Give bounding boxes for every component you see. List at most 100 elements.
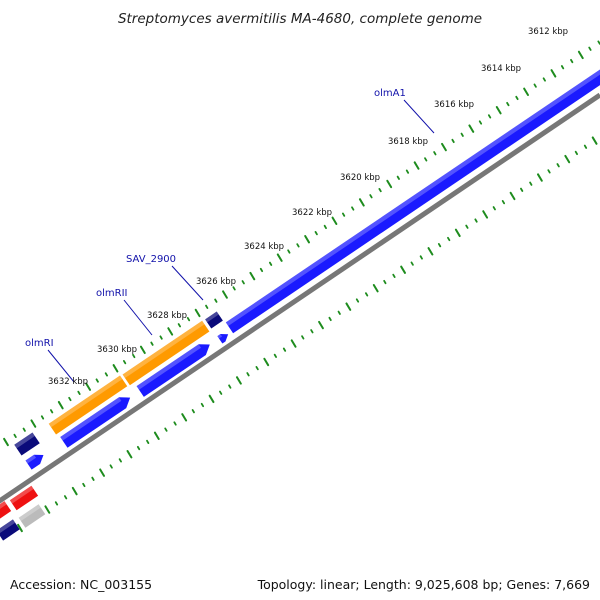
gene-bar-sav2900-highlight [205,311,219,323]
tick-outer-1 [13,433,17,438]
tick-inner-21 [208,394,215,404]
gene-bar-olmrii-highlight [122,320,205,379]
tick-inner-52 [492,206,496,211]
tick-outer-8 [77,390,81,395]
tick-inner-56 [529,181,533,186]
tick-outer-9 [85,382,92,391]
tick-inner-57 [536,173,543,182]
gene-bar-olmrii-b-shape [136,344,210,397]
tick-outer-56 [515,95,519,101]
tick-outer-50 [460,132,464,137]
gene-label-olmRII: olmRII [96,288,127,299]
tick-inner-39 [372,283,379,293]
leader-line-olmA1 [403,99,435,134]
tick-inner-9 [99,468,106,477]
gene-bar-red-b-highlight [0,501,7,513]
gene-bar-dark-left-highlight [14,432,35,449]
gene-bar-long [225,64,600,334]
tick-inner-6 [71,486,78,496]
tick-inner-12 [126,450,133,459]
tick-inner-61 [574,150,578,156]
tick-outer-24 [222,290,228,299]
tick-outer-11 [104,372,108,377]
gene-label-SAV_2900: SAV_2900 [126,254,176,265]
gene-bar-olmri [48,375,128,435]
gene-bar-olmri-b-shape [60,397,131,448]
gene-bar-olmri-b [60,397,131,448]
tick-outer-48 [441,142,447,152]
tick-outer-26 [241,280,245,285]
gene-bar-red-b [0,501,12,519]
tick-outer-60 [550,69,557,78]
tick-outer-20 [186,317,191,322]
tick-inner-24 [235,376,242,385]
tick-outer-45 [413,161,420,170]
gene-label-olmA1: olmA1 [374,88,406,99]
gene-bar-blue-left [25,454,44,470]
tick-inner-31 [301,335,305,340]
tick-outer-59 [542,77,546,82]
tick-outer-43 [396,175,400,180]
tick-outer-7 [68,396,72,402]
tick-outer-28 [259,267,264,273]
tick-inner-3 [44,505,51,514]
tick-inner-26 [255,366,259,371]
tick-outer-62 [570,58,574,64]
gene-bar-dark-left-shape [14,432,40,456]
tick-inner-17 [173,421,177,426]
map-title: Streptomyces avermitilis MA-4680, comple… [118,11,482,27]
gene-label-layer: olmA1 SAV_2900 olmRII olmRI [25,88,435,383]
tick-inner-0 [17,523,23,533]
tick-inner-44 [419,255,423,260]
tick-inner-25 [246,372,250,377]
tick-inner-28 [273,353,278,358]
tick-label-5: 3622 kbp [292,208,332,218]
tick-inner-37 [355,298,360,303]
tick-inner-46 [437,243,442,248]
tick-inner-30 [290,339,297,348]
gene-bar-dark-bottom-shape [0,519,20,541]
gene-bar-olmrii [122,320,210,386]
gene-bar-olmri-shape [48,375,128,435]
tick-inner-23 [228,384,232,389]
gene-bar-grey [18,504,46,528]
tick-outer-35 [323,224,327,230]
tick-inner-8 [91,476,95,481]
tick-inner-38 [364,292,369,297]
tick-outer-54 [495,106,502,115]
tick-inner-50 [474,218,478,223]
feature-track [0,64,600,541]
tick-outer-52 [478,120,483,125]
tick-outer-2 [22,427,26,432]
gene-bar-sav2900b-highlight [217,334,223,339]
tick-outer-30 [276,253,283,262]
gene-bar-dark-bottom [0,519,20,541]
tick-inner-55 [520,187,524,192]
tick-inner-16 [164,427,168,432]
gene-label-olmRI: olmRI [25,338,54,349]
tick-inner-49 [465,224,469,229]
tick-inner-53 [501,200,506,205]
gene-bar-dark-left [14,432,40,456]
gene-bar-sav2900 [205,311,223,329]
tick-label-2: 3616 kbp [434,100,474,110]
tick-inner-13 [136,445,141,451]
tick-outer-63 [577,50,584,60]
tick-inner-14 [146,439,150,445]
tick-row-outer [3,40,600,447]
tick-outer-49 [451,138,455,144]
tick-inner-34 [328,316,332,322]
tick-outer-32 [296,243,300,248]
tick-outer-39 [358,198,365,207]
tick-inner-48 [454,228,461,238]
gene-bar-red-a-shape [9,485,39,511]
tick-outer-14 [132,353,136,359]
tick-outer-17 [159,335,163,340]
gene-bar-blue-left-highlight [25,454,37,464]
tick-outer-29 [268,261,273,266]
gene-bar-olmrii-b-highlight [136,344,202,390]
tick-outer-44 [405,169,410,174]
tick-outer-42 [386,179,393,189]
tick-outer-33 [304,235,311,244]
